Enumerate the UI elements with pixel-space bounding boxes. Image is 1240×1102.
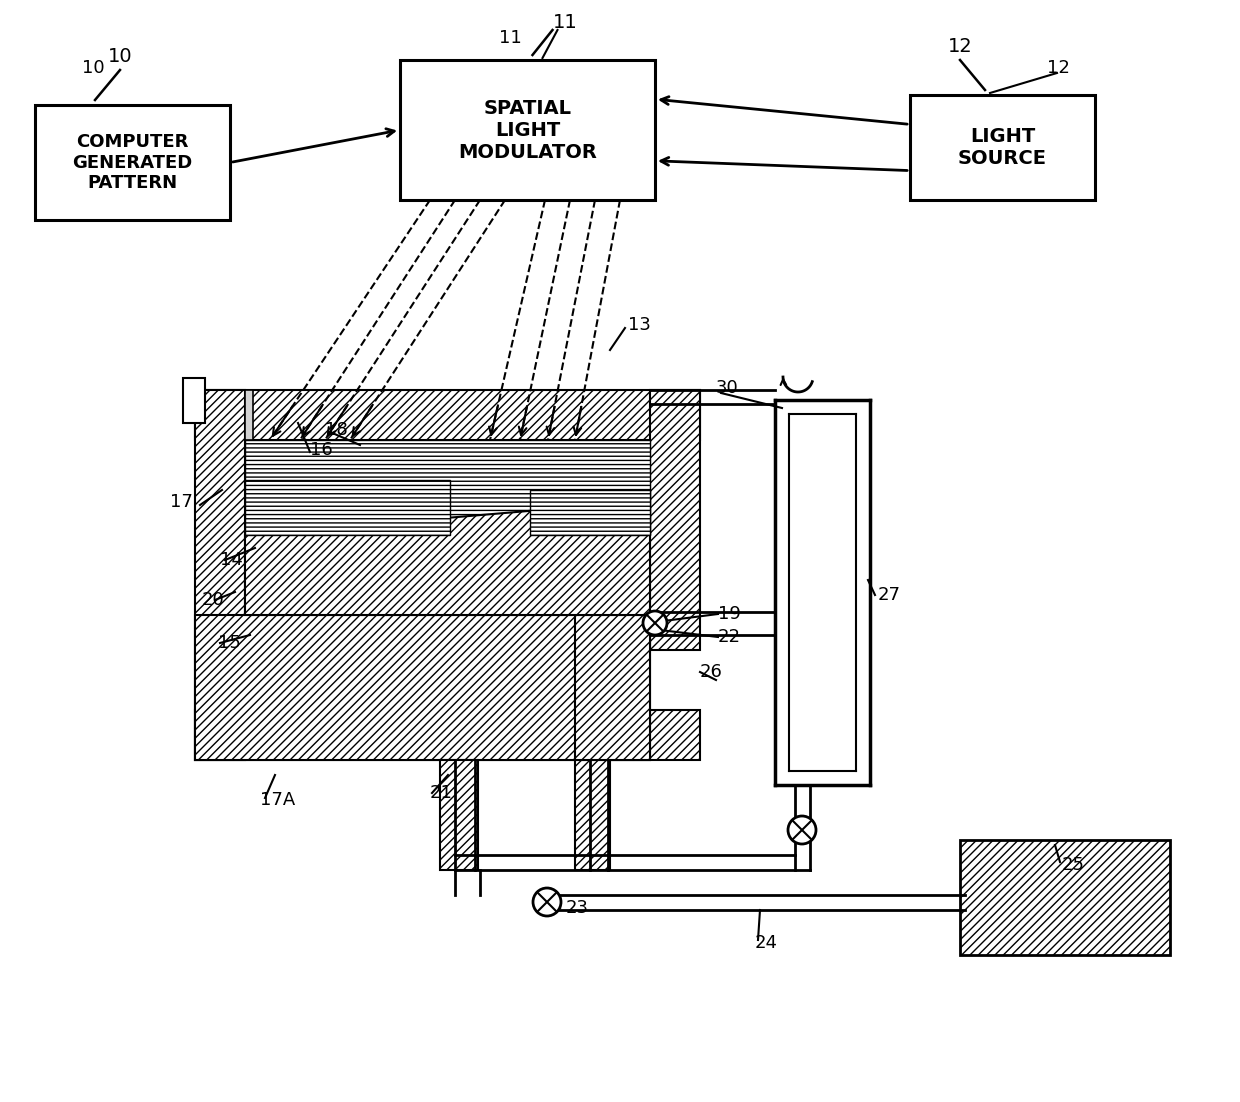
Bar: [910, 95, 1095, 199]
Text: 23: 23: [565, 899, 589, 917]
Text: 11: 11: [498, 29, 522, 47]
Bar: [246, 480, 450, 534]
Bar: [575, 760, 610, 869]
Text: 27: 27: [878, 586, 901, 604]
Circle shape: [644, 611, 667, 635]
Text: 13: 13: [627, 316, 651, 334]
Bar: [246, 440, 650, 534]
Bar: [529, 490, 650, 534]
Text: 17: 17: [170, 493, 193, 511]
Text: 14: 14: [219, 551, 243, 569]
Circle shape: [787, 815, 816, 844]
Text: COMPUTER
GENERATED
PATTERN: COMPUTER GENERATED PATTERN: [72, 132, 192, 193]
Bar: [195, 390, 701, 440]
Text: 12: 12: [947, 37, 972, 56]
Bar: [960, 840, 1171, 955]
Bar: [195, 615, 650, 760]
Bar: [184, 378, 205, 423]
Text: 20: 20: [202, 591, 224, 609]
Bar: [650, 390, 701, 650]
Text: 17A: 17A: [260, 791, 295, 809]
Bar: [195, 390, 246, 760]
Circle shape: [533, 888, 560, 916]
Text: 12: 12: [1047, 60, 1070, 77]
Bar: [246, 390, 253, 440]
Text: 21: 21: [430, 784, 453, 802]
Text: 11: 11: [553, 12, 578, 32]
Bar: [401, 60, 655, 199]
Text: 30: 30: [715, 379, 739, 397]
Text: 18: 18: [325, 421, 347, 439]
Polygon shape: [246, 510, 650, 615]
Text: SPATIAL
LIGHT
MODULATOR: SPATIAL LIGHT MODULATOR: [458, 98, 596, 162]
Text: 10: 10: [82, 60, 104, 77]
Bar: [195, 710, 701, 760]
Text: 26: 26: [701, 663, 723, 681]
Text: LIGHT
SOURCE: LIGHT SOURCE: [959, 127, 1047, 168]
Text: 24: 24: [755, 934, 777, 952]
Text: 16: 16: [310, 441, 332, 460]
Text: 19: 19: [718, 605, 740, 623]
Text: 25: 25: [1061, 856, 1085, 874]
Bar: [440, 760, 477, 869]
Text: 10: 10: [108, 47, 133, 66]
Bar: [575, 615, 650, 760]
Text: 15: 15: [218, 634, 241, 652]
Bar: [35, 105, 229, 220]
Text: 22: 22: [718, 628, 742, 646]
